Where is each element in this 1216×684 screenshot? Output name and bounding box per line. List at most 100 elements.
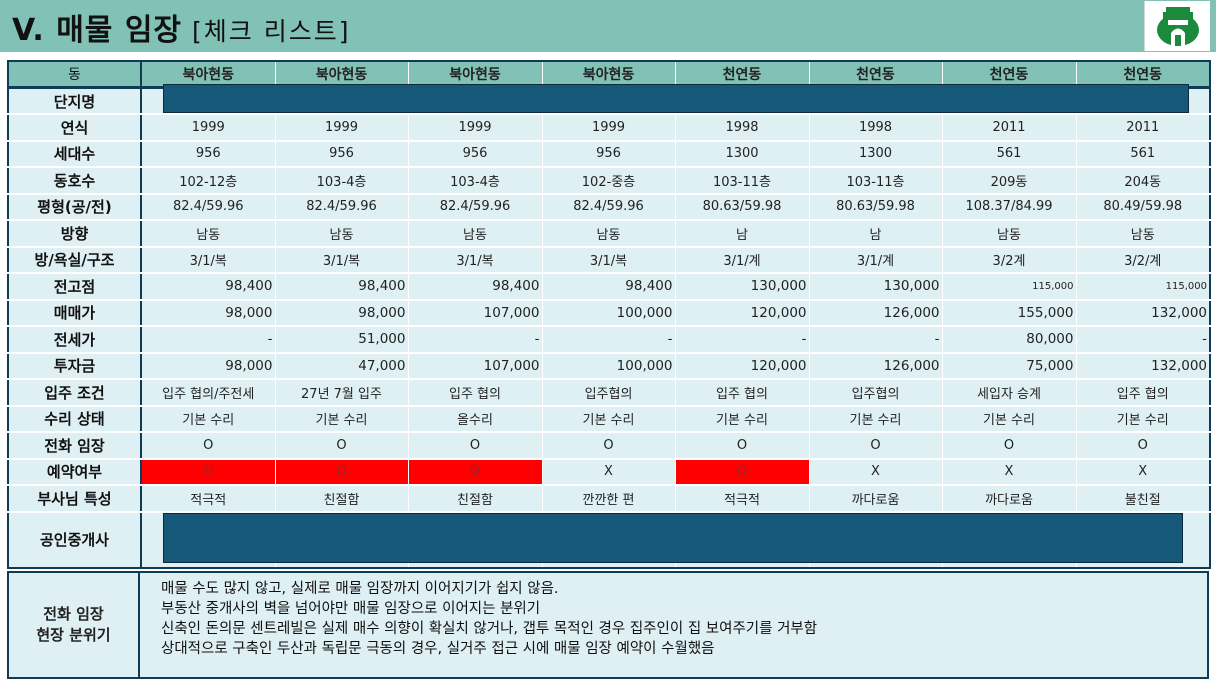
table-cell: O (408, 432, 543, 460)
table-row: 전세가 -51,000- - - -80,000- (7, 326, 1211, 354)
table-cell: 103-11층 (809, 167, 943, 195)
note-label: 전화 임장 현장 분위기 (9, 573, 140, 677)
table-cell: 80.63/59.98 (809, 193, 943, 221)
row-label: 투자금 (7, 352, 142, 380)
table-cell: 126,000 (809, 299, 943, 327)
table-row: 부사님 특성 적극적 친절함 친절함 깐깐한 편 적극적 까다로움 까다로움 불친절 (7, 485, 1211, 513)
table-cell: 98,000 (141, 299, 276, 327)
row-label: 연식 (7, 114, 142, 142)
table-cell: 남동 (275, 220, 409, 248)
row-label: 동호수 (7, 167, 142, 195)
table-cell: O (809, 432, 943, 460)
table-cell: 103-11층 (675, 167, 810, 195)
table-cell: 120,000 (675, 352, 810, 380)
table-cell: 1999 (408, 114, 543, 142)
row-label: 전화 임장 (7, 432, 142, 460)
table-cell: 98,400 (275, 273, 409, 301)
row-label: 입주 조건 (7, 379, 142, 407)
table-cell: 1999 (275, 114, 409, 142)
note-line: 신축인 돈의문 센트레빌은 실제 매수 의향이 확실치 않거나, 갭투 목적인 … (161, 621, 818, 637)
table-cell: O (942, 432, 1077, 460)
table-cell: 103-4층 (408, 167, 543, 195)
column-header: 북아현동 (275, 60, 409, 89)
table-cell: 561 (1076, 140, 1211, 168)
table-cell: 올수리 (408, 405, 543, 433)
table-cell: 100,000 (542, 299, 676, 327)
table-cell: 115,000 (942, 273, 1077, 301)
table-cell: 불친절 (1076, 485, 1211, 513)
table-cell: O (141, 458, 276, 486)
table-cell: 친절함 (275, 485, 409, 513)
table-cell: 209동 (942, 167, 1077, 195)
note-lines: 매물 수도 많지 않고, 실제로 매물 임장까지 이어지기가 쉽지 않음. 부동… (161, 579, 817, 659)
table-cell: O (542, 432, 676, 460)
table-cell: 120,000 (675, 299, 810, 327)
table-cell: 956 (275, 140, 409, 168)
table-cell: 입주협의 (809, 379, 943, 407)
table-cell: 98,400 (542, 273, 676, 301)
table-cell: 80.49/59.98 (1076, 193, 1211, 221)
table-cell: 3/2/계 (1076, 246, 1211, 274)
table-cell: 132,000 (1076, 299, 1211, 327)
table-cell: 기본 수리 (542, 405, 676, 433)
table-cell: 입주 협의/주전세 (141, 379, 276, 407)
table-cell: 까다로움 (809, 485, 943, 513)
row-label: 세대수 (7, 140, 142, 168)
table-cell: 기본 수리 (675, 405, 810, 433)
table-cell: 102-12층 (141, 167, 276, 195)
table-cell: 기본 수리 (942, 405, 1077, 433)
table-cell: 기본 수리 (809, 405, 943, 433)
logo (1144, 1, 1210, 51)
row-label: 방향 (7, 220, 142, 248)
table-cell: 3/1/계 (675, 246, 810, 274)
table-row: 투자금 98,000 47,000 107,000 100,000 120,000 126,… (7, 352, 1211, 380)
table-cell: - (809, 326, 943, 354)
table-row: 매매가 98,000 98,000 107,000 100,000 120,000 126,… (7, 299, 1211, 327)
table-cell: O (675, 458, 810, 486)
table-cell: - (542, 326, 676, 354)
table-cell: 남동 (942, 220, 1077, 248)
table-cell: - (141, 326, 276, 354)
table-cell: O (275, 432, 409, 460)
column-header: 천연동 (809, 60, 943, 89)
table-cell: 1998 (675, 114, 810, 142)
table-row: 전고점 98,400 98,400 98,400 98,400 130,000 130,00… (7, 273, 1211, 301)
table-row: 연식 1999 1999 1999 1999 1998 1998 2011 2011 (7, 114, 1211, 142)
note-line: 상대적으로 구축인 두산과 독립문 극동의 경우, 실거주 접근 시에 매물 임… (161, 641, 715, 657)
header-corner: 동 (7, 60, 142, 89)
table-cell: 80,000 (942, 326, 1077, 354)
table-cell: 기본 수리 (275, 405, 409, 433)
table-cell: 100,000 (542, 352, 676, 380)
table-cell: 155,000 (942, 299, 1077, 327)
table-row: 수리 상태 기본 수리 기본 수리 올수리 기본 수리 기본 수리 기본 수리 기본 수리 기본… (7, 405, 1211, 433)
table-cell: 3/1/계 (809, 246, 943, 274)
table-cell: 98,000 (275, 299, 409, 327)
table-row: 전화 임장 O O O O O O O O (7, 432, 1211, 460)
complex-name-redacted-bar (163, 84, 1189, 113)
broker-redacted-bar (163, 513, 1183, 563)
table-cell: 1300 (809, 140, 943, 168)
table-cell: 친절함 (408, 485, 543, 513)
table-cell: 기본 수리 (141, 405, 276, 433)
table-cell: 82.4/59.96 (542, 193, 676, 221)
row-label: 평형(공/전) (7, 193, 142, 221)
table-cell: 적극적 (141, 485, 276, 513)
table-cell: 204동 (1076, 167, 1211, 195)
header-bar: V. 매물 임장 [체크 리스트] (0, 0, 1216, 52)
table-cell: - (408, 326, 543, 354)
table-cell: 1300 (675, 140, 810, 168)
table-row: 예약여부 O O O X O X X X (7, 458, 1211, 486)
field-atmosphere-note: 전화 임장 현장 분위기 매물 수도 많지 않고, 실제로 매물 임장까지 이어지… (7, 571, 1209, 679)
table-cell: 입주 협의 (675, 379, 810, 407)
table-cell: 47,000 (275, 352, 409, 380)
table-cell: O (675, 432, 810, 460)
table-cell: 51,000 (275, 326, 409, 354)
table-row: 동호수 102-12층 103-4층 103-4층 102-중층 103-11층 103-1… (7, 167, 1211, 195)
table-cell: 1999 (141, 114, 276, 142)
table-cell: 102-중층 (542, 167, 676, 195)
table-cell: 1999 (542, 114, 676, 142)
table-cell: O (275, 458, 409, 486)
table-cell: 107,000 (408, 352, 543, 380)
table-cell: 입주 협의 (1076, 379, 1211, 407)
note-line: 부동산 중개사의 벽을 넘어야만 매물 임장으로 이어지는 분위기 (161, 601, 541, 617)
